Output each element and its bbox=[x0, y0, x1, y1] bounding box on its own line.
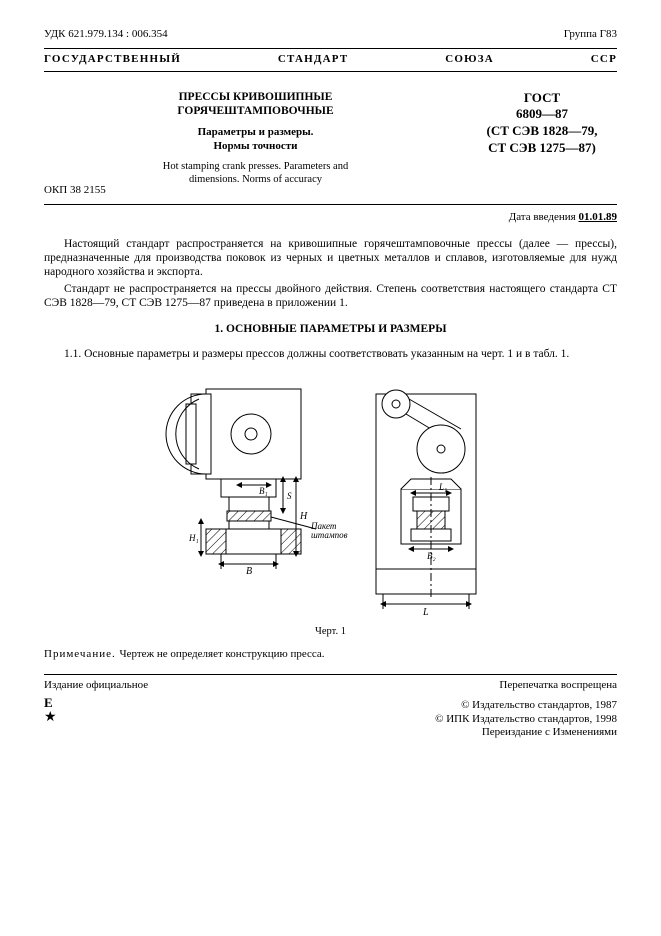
copyright-2: © ИПК Издательство стандартов, 1998 bbox=[435, 713, 617, 727]
figure-1: B₁ B S H H₁ Пакет штампов bbox=[44, 369, 617, 619]
note-label: Примечание. bbox=[44, 648, 119, 660]
rule-1 bbox=[44, 204, 617, 205]
top-line: УДК 621.979.134 : 006.354 Группа Г83 bbox=[44, 28, 617, 42]
star-icon: ★ bbox=[44, 709, 148, 727]
figure-caption: Черт. 1 bbox=[44, 625, 617, 638]
official-edition: Издание официальное bbox=[44, 679, 148, 691]
label-L1: L₁ bbox=[438, 482, 447, 492]
title-left: ПРЕССЫ КРИВОШИПНЫЕ ГОРЯЧЕШТАМПОВОЧНЫЕ Па… bbox=[44, 90, 467, 191]
gost-line-1: ГОСТ bbox=[467, 90, 617, 107]
page: УДК 621.979.134 : 006.354 Группа Г83 ГОС… bbox=[0, 0, 661, 936]
label-H: H bbox=[299, 511, 308, 522]
footer-right: Перепечатка воспрещена © Издательство ст… bbox=[435, 679, 617, 740]
banner-title: ГОСУДАРСТВЕННЫЙ СТАНДАРТ СОЮЗА ССР bbox=[44, 48, 617, 72]
section-1-heading: 1. ОСНОВНЫЕ ПАРАМЕТРЫ И РАЗМЕРЫ bbox=[44, 322, 617, 336]
diagram-svg: B₁ B S H H₁ Пакет штампов bbox=[151, 369, 511, 619]
footer-left: Издание официальное Е ★ bbox=[44, 679, 148, 740]
note-body: Чертеж не определяет конструкцию пресса. bbox=[119, 648, 324, 660]
gost-line-2: 6809—87 bbox=[467, 106, 617, 123]
gost-line-3: (СТ СЭВ 1828—79, bbox=[467, 123, 617, 140]
title-ru-1: ПРЕССЫ КРИВОШИПНЫЕ ГОРЯЧЕШТАМПОВОЧНЫЕ bbox=[54, 90, 457, 119]
para-1: Настоящий стандарт распространяется на к… bbox=[44, 237, 617, 280]
copyright-1: © Издательство стандартов, 1987 bbox=[435, 699, 617, 713]
label-B1: B₁ bbox=[259, 486, 268, 496]
para-2: Стандарт не распространяется на прессы д… bbox=[44, 282, 617, 311]
title-sub: Параметры и размеры. Нормы точности bbox=[54, 126, 457, 154]
label-L: L bbox=[422, 607, 429, 618]
footer-row: Издание официальное Е ★ Перепечатка восп… bbox=[44, 679, 617, 740]
no-reprint: Перепечатка воспрещена bbox=[435, 679, 617, 693]
label-H1: H₁ bbox=[188, 533, 199, 543]
udk-code: УДК 621.979.134 : 006.354 bbox=[44, 28, 168, 42]
reissue-note: Переиздание с Изменениями bbox=[435, 726, 617, 740]
right-view: L₁ B₂ L bbox=[376, 390, 476, 618]
para-3: 1.1. Основные параметры и размеры прессо… bbox=[44, 347, 617, 361]
title-block: ПРЕССЫ КРИВОШИПНЫЕ ГОРЯЧЕШТАМПОВОЧНЫЕ Па… bbox=[44, 90, 617, 191]
label-shtampov: штампов bbox=[311, 530, 348, 540]
date-intro: Дата введения 01.01.89 bbox=[44, 211, 617, 225]
date-value: 01.01.89 bbox=[579, 211, 618, 223]
rule-footer bbox=[44, 674, 617, 675]
gost-line-4: СТ СЭВ 1275—87) bbox=[467, 140, 617, 157]
label-B: B bbox=[246, 566, 252, 577]
date-label: Дата введения bbox=[509, 211, 579, 223]
group-code: Группа Г83 bbox=[564, 28, 617, 42]
note: Примечание. Чертеж не определяет констру… bbox=[44, 648, 617, 662]
title-eng: Hot stamping crank presses. Parameters a… bbox=[54, 160, 457, 186]
gost-box: ГОСТ 6809—87 (СТ СЭВ 1828—79, СТ СЭВ 127… bbox=[467, 90, 617, 158]
left-view: B₁ B S H H₁ Пакет штампов bbox=[166, 389, 348, 577]
label-S: S bbox=[287, 491, 292, 501]
